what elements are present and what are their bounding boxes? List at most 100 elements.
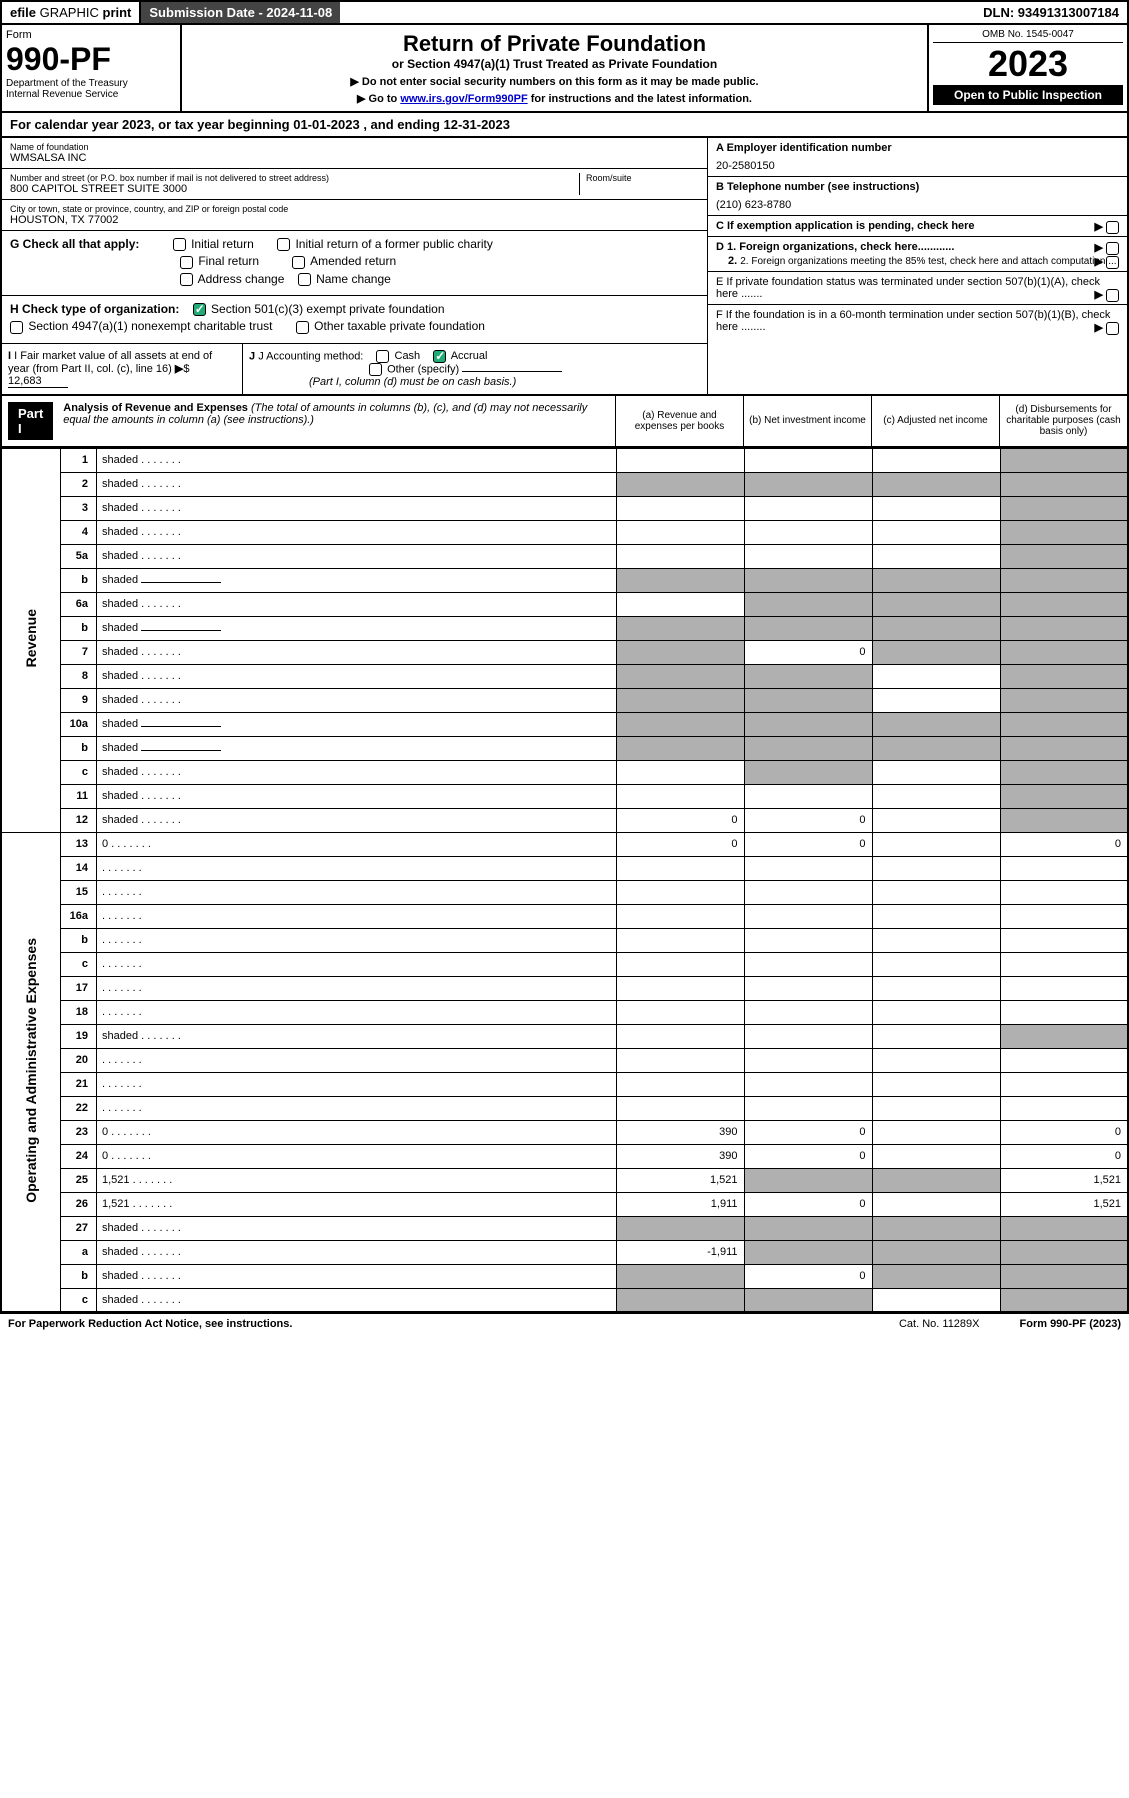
checkbox-accrual[interactable] <box>433 350 446 363</box>
section-e: E If private foundation status was termi… <box>708 272 1127 305</box>
line-number: 23 <box>61 1120 97 1144</box>
checkbox-other-method[interactable] <box>369 363 382 376</box>
cell-b <box>744 568 872 592</box>
table-row: 20 . . . . . . . <box>1 1048 1128 1072</box>
line-number: a <box>61 1240 97 1264</box>
line-number: 20 <box>61 1048 97 1072</box>
side-label-revenue: Revenue <box>1 448 61 832</box>
instr-ssn: ▶ Do not enter social security numbers o… <box>188 75 921 88</box>
checkbox-d2[interactable] <box>1106 256 1119 269</box>
line-number: 14 <box>61 856 97 880</box>
tax-year: 2023 <box>933 43 1123 85</box>
cell-b <box>744 1288 872 1312</box>
cell-b <box>744 928 872 952</box>
section-f: F If the foundation is in a 60-month ter… <box>708 305 1127 337</box>
line-description: . . . . . . . <box>97 952 617 976</box>
cell-c <box>872 1072 1000 1096</box>
cell-c <box>872 496 1000 520</box>
checkbox-addr-change[interactable] <box>180 273 193 286</box>
table-row: 251,521 . . . . . . .1,5211,521 <box>1 1168 1128 1192</box>
line-description: . . . . . . . <box>97 856 617 880</box>
cell-d <box>1000 952 1128 976</box>
checkbox-cash[interactable] <box>376 350 389 363</box>
cell-b: 0 <box>744 832 872 856</box>
cell-b <box>744 904 872 928</box>
cell-b <box>744 1072 872 1096</box>
cell-b: 0 <box>744 1144 872 1168</box>
line-number: 21 <box>61 1072 97 1096</box>
cell-d <box>1000 640 1128 664</box>
checkbox-amended[interactable] <box>292 256 305 269</box>
addr-label: Number and street (or P.O. box number if… <box>10 173 579 183</box>
cell-c <box>872 1120 1000 1144</box>
checkbox-f[interactable] <box>1106 322 1119 335</box>
line-number: 25 <box>61 1168 97 1192</box>
cell-d <box>1000 664 1128 688</box>
cell-b <box>744 1024 872 1048</box>
line-description: . . . . . . . <box>97 928 617 952</box>
line-description: shaded . . . . . . . <box>97 592 617 616</box>
cell-a <box>616 448 744 472</box>
checkbox-4947[interactable] <box>10 321 23 334</box>
cell-a <box>616 976 744 1000</box>
cell-a: 1,911 <box>616 1192 744 1216</box>
section-g: G Check all that apply: Initial return I… <box>2 231 707 296</box>
section-i: I I Fair market value of all assets at e… <box>2 344 242 394</box>
cell-d <box>1000 1216 1128 1240</box>
cell-d <box>1000 1048 1128 1072</box>
checkbox-initial[interactable] <box>173 238 186 251</box>
cell-b: 0 <box>744 808 872 832</box>
cell-d <box>1000 1000 1128 1024</box>
cell-d <box>1000 736 1128 760</box>
cell-a <box>616 640 744 664</box>
cell-a <box>616 712 744 736</box>
checkbox-501c3[interactable] <box>193 303 206 316</box>
cell-c <box>872 1240 1000 1264</box>
cell-b <box>744 616 872 640</box>
checkbox-d1[interactable] <box>1106 242 1119 255</box>
line-number: 27 <box>61 1216 97 1240</box>
cell-b <box>744 856 872 880</box>
cell-a <box>616 1264 744 1288</box>
cell-a <box>616 904 744 928</box>
line-description: shaded . . . . . . . <box>97 760 617 784</box>
checkbox-other-taxable[interactable] <box>296 321 309 334</box>
table-row: 18 . . . . . . . <box>1 1000 1128 1024</box>
cell-d <box>1000 568 1128 592</box>
cell-d <box>1000 880 1128 904</box>
cell-b <box>744 664 872 688</box>
cell-c <box>872 448 1000 472</box>
line-description: 1,521 . . . . . . . <box>97 1192 617 1216</box>
line-number: 13 <box>61 832 97 856</box>
cell-a <box>616 784 744 808</box>
line-description: shaded . . . . . . . <box>97 1288 617 1312</box>
checkbox-c[interactable] <box>1106 221 1119 234</box>
paperwork-notice: For Paperwork Reduction Act Notice, see … <box>8 1318 292 1330</box>
cell-a <box>616 616 744 640</box>
checkbox-name-change[interactable] <box>298 273 311 286</box>
foundation-name: WMSALSA INC <box>10 152 699 164</box>
table-row: 22 . . . . . . . <box>1 1096 1128 1120</box>
cell-c <box>872 1048 1000 1072</box>
checkbox-final[interactable] <box>180 256 193 269</box>
room-label: Room/suite <box>586 173 699 183</box>
cell-a <box>616 1096 744 1120</box>
section-j: J J Accounting method: Cash Accrual Othe… <box>242 344 707 394</box>
irs-link[interactable]: www.irs.gov/Form990PF <box>400 93 527 105</box>
cell-a <box>616 880 744 904</box>
cell-a <box>616 856 744 880</box>
page-footer: For Paperwork Reduction Act Notice, see … <box>0 1313 1129 1334</box>
cell-a <box>616 664 744 688</box>
checkbox-e[interactable] <box>1106 289 1119 302</box>
table-row: c . . . . . . . <box>1 952 1128 976</box>
table-row: 2shaded . . . . . . . <box>1 472 1128 496</box>
line-number: 3 <box>61 496 97 520</box>
table-row: bshaded <box>1 736 1128 760</box>
cell-a: 1,521 <box>616 1168 744 1192</box>
cell-d <box>1000 472 1128 496</box>
cell-c <box>872 808 1000 832</box>
checkbox-initial-former[interactable] <box>277 238 290 251</box>
form-number: 990-PF <box>6 41 176 78</box>
line-description: . . . . . . . <box>97 880 617 904</box>
line-number: 10a <box>61 712 97 736</box>
